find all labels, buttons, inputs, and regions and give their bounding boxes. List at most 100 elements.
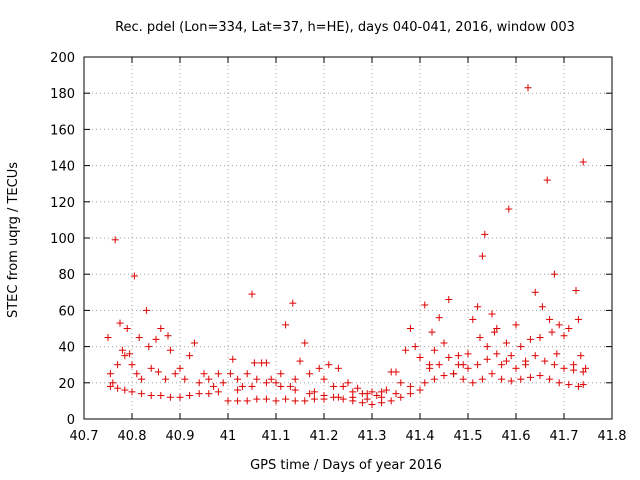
data-point bbox=[481, 230, 489, 238]
data-point bbox=[474, 303, 482, 311]
data-point bbox=[507, 352, 515, 360]
data-point bbox=[145, 343, 153, 351]
x-axis-label: GPS time / Days of year 2016 bbox=[250, 458, 442, 473]
data-point bbox=[526, 335, 534, 343]
data-point bbox=[243, 397, 251, 405]
data-point bbox=[512, 321, 520, 329]
y-tick-label: 0 bbox=[67, 413, 75, 428]
data-point bbox=[344, 379, 352, 387]
data-point bbox=[421, 379, 429, 387]
data-point bbox=[320, 391, 328, 399]
data-point bbox=[106, 382, 114, 390]
data-point bbox=[560, 332, 568, 340]
data-point bbox=[502, 357, 510, 365]
data-point bbox=[536, 334, 544, 342]
data-point bbox=[464, 350, 472, 358]
data-point bbox=[210, 382, 218, 390]
data-point bbox=[226, 370, 234, 378]
data-point bbox=[234, 397, 242, 405]
data-point bbox=[440, 372, 448, 380]
data-point bbox=[166, 393, 174, 401]
data-point bbox=[582, 364, 590, 372]
x-tick-label: 40.9 bbox=[166, 429, 195, 444]
data-point bbox=[306, 370, 314, 378]
data-point bbox=[310, 388, 318, 396]
data-point bbox=[114, 361, 122, 369]
data-point bbox=[152, 335, 160, 343]
data-point bbox=[325, 361, 333, 369]
data-point bbox=[291, 375, 299, 383]
data-point bbox=[176, 364, 184, 372]
data-point bbox=[171, 370, 179, 378]
x-tick-label: 40.8 bbox=[118, 429, 147, 444]
data-point bbox=[483, 355, 491, 363]
data-point bbox=[445, 353, 453, 361]
data-point bbox=[459, 375, 467, 383]
data-point bbox=[406, 382, 414, 390]
data-points bbox=[104, 84, 590, 409]
data-point bbox=[133, 370, 141, 378]
data-point bbox=[454, 352, 462, 360]
y-tick-label: 20 bbox=[58, 377, 75, 392]
data-point bbox=[565, 325, 573, 332]
data-point bbox=[430, 346, 438, 354]
data-point bbox=[234, 375, 242, 383]
data-point bbox=[488, 370, 496, 378]
y-tick-label: 160 bbox=[50, 123, 75, 138]
data-point bbox=[522, 361, 530, 369]
data-point bbox=[531, 288, 539, 296]
data-point bbox=[368, 401, 376, 409]
data-point bbox=[289, 299, 297, 307]
data-point bbox=[106, 370, 114, 378]
y-tick-label: 180 bbox=[50, 87, 75, 102]
data-point bbox=[104, 334, 112, 342]
data-point bbox=[498, 361, 506, 369]
data-point bbox=[478, 252, 486, 260]
data-point bbox=[435, 361, 443, 369]
data-point bbox=[397, 379, 405, 387]
data-point bbox=[205, 375, 213, 383]
x-tick-label: 41.1 bbox=[262, 429, 291, 444]
data-point bbox=[555, 321, 563, 329]
data-point bbox=[164, 332, 172, 340]
data-point bbox=[517, 375, 525, 383]
data-point bbox=[272, 379, 280, 387]
data-point bbox=[574, 382, 582, 390]
data-point bbox=[166, 346, 174, 354]
data-point bbox=[428, 328, 436, 336]
plot-frame bbox=[83, 56, 613, 420]
data-point bbox=[200, 370, 208, 378]
data-point bbox=[334, 364, 342, 372]
data-point bbox=[286, 382, 294, 390]
data-point bbox=[416, 386, 424, 394]
data-point bbox=[248, 382, 256, 390]
data-point bbox=[349, 393, 357, 401]
data-point bbox=[368, 388, 376, 396]
y-axis-label: STEC from uqrg / TECUs bbox=[6, 162, 21, 318]
data-point bbox=[550, 270, 558, 278]
data-point bbox=[392, 368, 400, 376]
data-point bbox=[320, 375, 328, 383]
data-point bbox=[387, 397, 395, 405]
data-point bbox=[574, 315, 582, 323]
data-point bbox=[577, 352, 585, 360]
x-tick-label: 41.8 bbox=[598, 429, 627, 444]
data-point bbox=[138, 375, 146, 383]
data-point bbox=[397, 393, 405, 401]
data-point bbox=[555, 379, 563, 387]
data-point bbox=[291, 386, 299, 394]
data-point bbox=[147, 364, 155, 372]
data-point bbox=[430, 375, 438, 383]
data-point bbox=[464, 364, 472, 372]
data-point bbox=[267, 375, 275, 383]
data-point bbox=[483, 343, 491, 351]
data-point bbox=[339, 395, 347, 403]
data-point bbox=[195, 390, 203, 398]
data-point bbox=[219, 379, 227, 387]
data-point bbox=[435, 314, 443, 322]
data-point bbox=[243, 370, 251, 378]
data-point bbox=[469, 315, 477, 323]
data-point bbox=[572, 286, 580, 294]
data-point bbox=[426, 364, 434, 372]
